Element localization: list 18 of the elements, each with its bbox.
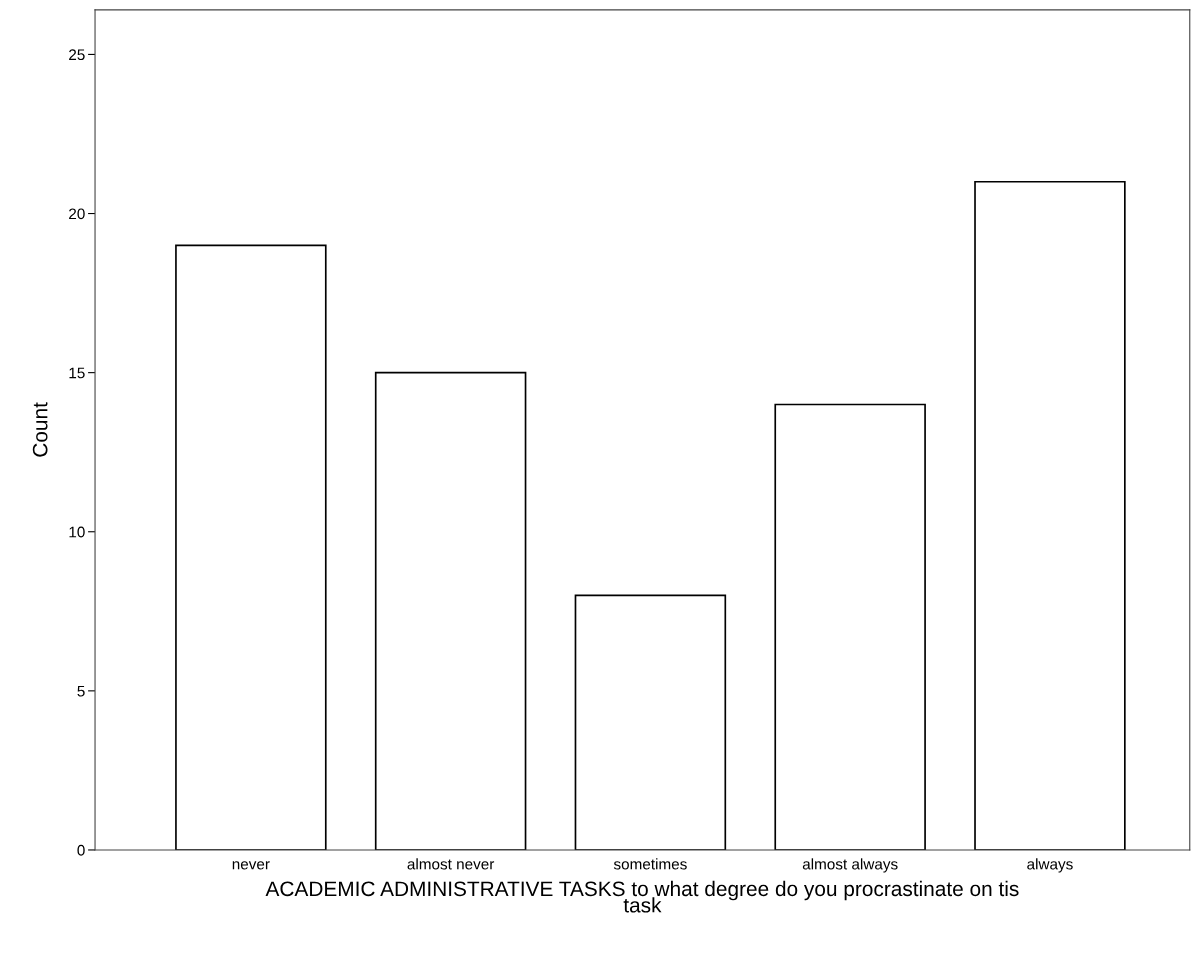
y-tick-label: 0: [77, 844, 85, 856]
y-tick-label: 25: [69, 49, 85, 61]
y-axis-title: Count: [32, 402, 48, 457]
y-tick-label: 15: [69, 367, 85, 379]
x-tick-label: almost never: [407, 858, 495, 870]
y-tick-label: 10: [69, 526, 85, 538]
x-tick-label: never: [232, 861, 270, 870]
x-axis-title: ACADEMIC ADMINISTRATIVE TASKS to what degree do you procrastinate on tis task: [265, 880, 1019, 913]
bar: [774, 403, 926, 850]
x-tick-label: sometimes: [613, 858, 687, 870]
y-tick-label: 5: [77, 685, 85, 697]
bar: [175, 244, 327, 850]
bar: [374, 371, 527, 850]
y-tick-label: 20: [69, 208, 85, 220]
x-tick-label: almost always: [802, 858, 898, 873]
bar: [974, 180, 1126, 850]
bar: [574, 594, 727, 850]
x-tick-label: always: [1027, 858, 1073, 873]
